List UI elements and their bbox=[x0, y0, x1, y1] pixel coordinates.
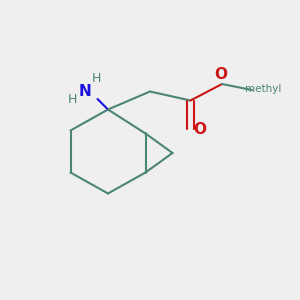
Text: O: O bbox=[194, 122, 207, 136]
Text: methyl: methyl bbox=[245, 83, 282, 94]
Text: H: H bbox=[67, 93, 77, 106]
Text: H: H bbox=[91, 71, 101, 85]
Text: O: O bbox=[214, 67, 227, 82]
Text: N: N bbox=[79, 84, 92, 99]
